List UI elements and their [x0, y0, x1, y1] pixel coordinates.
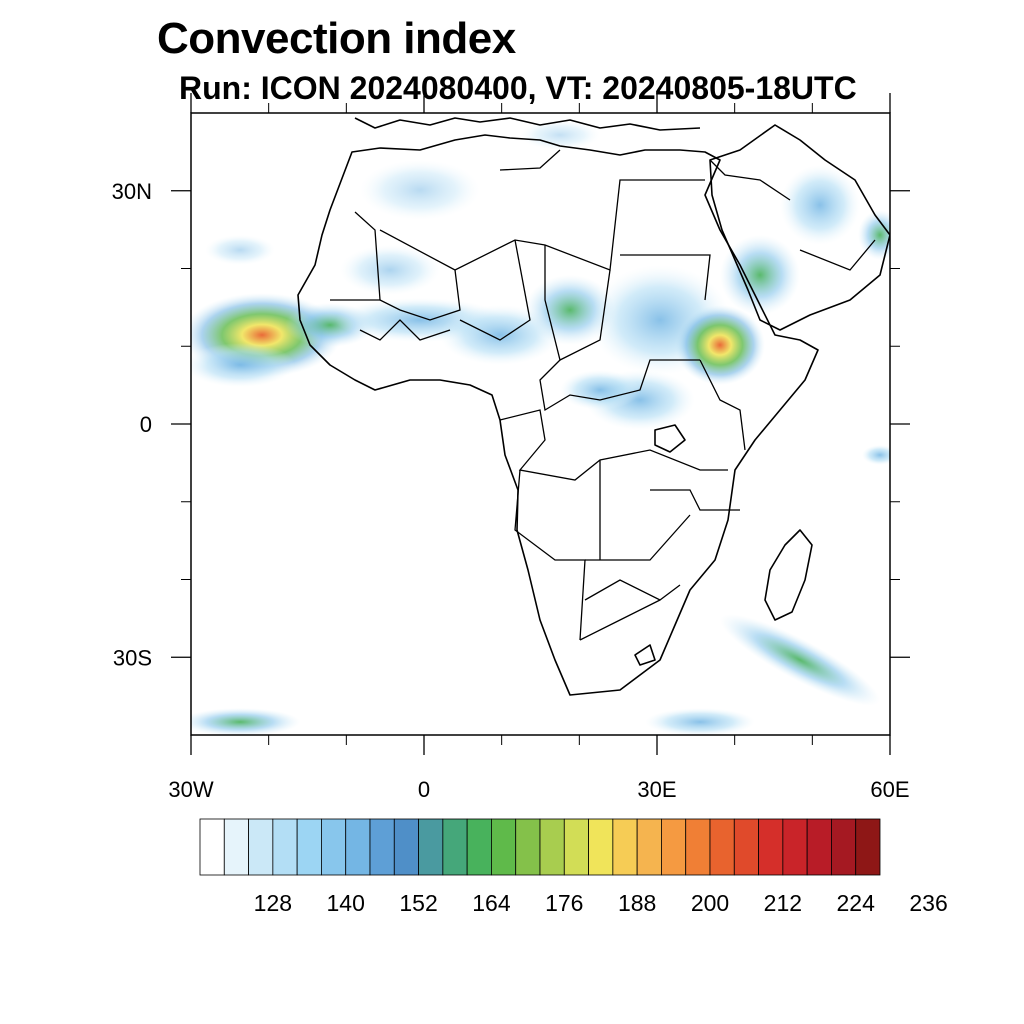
colorbar-swatch [418, 818, 444, 876]
chart-subtitle: Run: ICON 2024080400, VT: 20240805-18UTC [179, 70, 857, 106]
colorbar-swatch [248, 818, 274, 876]
colorbar-label: 212 [764, 890, 802, 916]
colorbar-swatch [393, 818, 419, 876]
colorbar-swatch [709, 818, 735, 876]
colorbar-swatch [345, 818, 371, 876]
coastlines [297, 117, 890, 696]
colorbar-swatch [369, 818, 395, 876]
colorbar-swatch [685, 818, 711, 876]
colorbar-label: 140 [327, 890, 365, 916]
x-tick-label: 30W [168, 777, 213, 802]
colorbar-swatch [515, 818, 541, 876]
colorbar-swatch [223, 818, 249, 876]
y-tick-label: 0 [140, 412, 152, 437]
y-tick-label: 30N [112, 179, 152, 204]
madagascar-coastline [764, 529, 813, 621]
colorbar-label: 128 [254, 890, 292, 916]
colorbar-swatch [442, 818, 468, 876]
convection-cell-ethiopia [675, 305, 765, 385]
colorbar-swatch [806, 818, 832, 876]
colorbar-swatch [491, 818, 517, 876]
colorbar-label: 200 [691, 890, 729, 916]
x-tick-label: 0 [418, 777, 430, 802]
x-tick-label: 60E [870, 777, 909, 802]
colorbar-swatch [782, 818, 808, 876]
chart-title: Convection index [157, 14, 516, 63]
colorbar-swatch [831, 818, 857, 876]
x-tick-label: 30E [637, 777, 676, 802]
colorbar-label: 176 [545, 890, 583, 916]
colorbar-label: 152 [399, 890, 437, 916]
africa-coastline [297, 134, 819, 696]
colorbar-swatch [199, 818, 225, 876]
arabia-coastline [709, 124, 890, 331]
colorbar-label: 164 [472, 890, 511, 916]
colorbar-swatch [636, 818, 662, 876]
colorbar-swatch [661, 818, 687, 876]
colorbar-swatch [758, 818, 784, 876]
colorbar-swatch [321, 818, 347, 876]
europe-coastline [354, 117, 701, 131]
convection-field [191, 120, 890, 735]
y-axis-ticks: 30N 0 30S [112, 179, 910, 670]
x-axis-ticks: 30W 0 30E 60E [168, 93, 910, 802]
colorbar-swatch [296, 818, 322, 876]
colorbar-label: 188 [618, 890, 656, 916]
colorbar-swatch [539, 818, 565, 876]
colorbar-swatch [855, 818, 881, 876]
country-borders [330, 149, 876, 641]
colorbar-swatch [272, 818, 298, 876]
colorbar-label: 224 [837, 890, 876, 916]
lake-victoria [654, 424, 686, 453]
colorbar-swatch [733, 818, 759, 876]
y-tick-label: 30S [113, 645, 152, 670]
colorbar-label: 236 [909, 890, 947, 916]
colorbar-swatch [588, 818, 614, 876]
colorbar: 128 140 152 164 176 188 200 212 224 236 [199, 818, 948, 916]
colorbar-swatch [563, 818, 589, 876]
colorbar-swatch [466, 818, 492, 876]
convection-band-south-indian [719, 614, 881, 706]
colorbar-swatch [612, 818, 638, 876]
